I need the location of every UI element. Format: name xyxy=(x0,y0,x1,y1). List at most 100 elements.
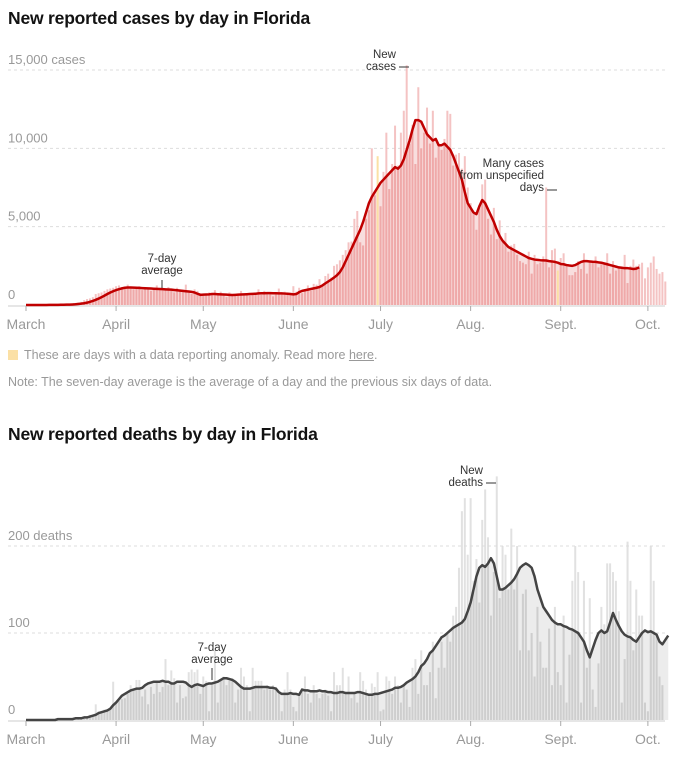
daily-bar-under-average xyxy=(553,261,556,305)
seven-day-average-line xyxy=(26,118,640,307)
daily-bar-under-average xyxy=(272,687,275,720)
daily-bar-under-average xyxy=(428,672,431,720)
average-annotation: average xyxy=(141,265,183,277)
daily-bar-under-average xyxy=(318,698,321,720)
daily-bar-under-average xyxy=(370,196,373,305)
daily-bar-under-average xyxy=(582,641,585,720)
daily-bar-under-average xyxy=(135,688,138,720)
x-tick-label: June xyxy=(278,731,309,747)
daily-bar-under-average xyxy=(455,626,458,720)
daily-bar-under-average xyxy=(112,705,115,720)
daily-bar xyxy=(652,256,655,305)
daily-bar-under-average xyxy=(210,685,213,720)
average-annotation: 7-day xyxy=(198,642,227,654)
daily-bar xyxy=(463,498,466,720)
read-more-link[interactable]: here xyxy=(348,348,374,362)
daily-bar-under-average xyxy=(272,296,275,305)
daily-bar-under-average xyxy=(208,711,211,720)
daily-bar-under-average xyxy=(635,268,638,305)
daily-bar-under-average xyxy=(94,714,97,720)
daily-bar-under-average xyxy=(213,682,216,720)
daily-bar-under-average xyxy=(574,631,577,720)
daily-bar-under-average xyxy=(626,636,629,720)
daily-bar-under-average xyxy=(152,289,155,305)
daily-bar xyxy=(658,273,661,305)
daily-bar-under-average xyxy=(373,195,376,305)
daily-bar-under-average xyxy=(446,146,449,305)
daily-bar-under-average xyxy=(376,693,379,720)
daily-bar-under-average xyxy=(565,702,568,720)
daily-bar-under-average xyxy=(216,294,219,305)
daily-bar-under-average xyxy=(254,293,257,305)
daily-bar-under-average xyxy=(643,702,646,720)
daily-bar-under-average xyxy=(359,692,362,720)
x-tick-label: June xyxy=(278,316,309,332)
daily-bar-under-average xyxy=(240,294,243,305)
daily-bar-under-average xyxy=(603,633,606,720)
daily-bar-under-average xyxy=(382,179,385,305)
daily-bar-under-average xyxy=(420,148,423,305)
y-tick-label: 100 xyxy=(8,615,30,630)
daily-bar-under-average xyxy=(423,685,426,720)
daily-bar-under-average xyxy=(443,667,446,720)
daily-bar-under-average xyxy=(109,709,112,720)
daily-bar xyxy=(626,541,629,720)
daily-bar-under-average xyxy=(330,711,333,720)
daily-bar-under-average xyxy=(469,207,472,305)
daily-bar-under-average xyxy=(315,287,318,305)
daily-bar-under-average xyxy=(117,700,120,720)
daily-bar-under-average xyxy=(402,685,405,720)
y-tick-label: 10,000 xyxy=(8,130,48,145)
daily-bar-under-average xyxy=(359,242,362,305)
daily-bar-under-average xyxy=(176,290,179,305)
daily-bar-under-average xyxy=(184,291,187,305)
daily-bar-under-average xyxy=(365,693,368,720)
daily-bar-under-average xyxy=(649,631,652,720)
daily-bar-under-average xyxy=(574,272,577,305)
daily-bar-under-average xyxy=(475,229,478,305)
daily-bar-under-average xyxy=(301,689,304,720)
daily-bar-under-average xyxy=(312,288,315,305)
daily-bar-under-average xyxy=(379,206,382,305)
daily-bar-under-average xyxy=(391,693,394,720)
daily-bar-under-average xyxy=(295,711,298,720)
daily-bar-under-average xyxy=(539,641,542,720)
daily-bar-under-average xyxy=(524,264,527,305)
daily-bar-under-average xyxy=(164,289,167,305)
anomaly-annotation: from unspecified xyxy=(460,170,544,182)
daily-bar-under-average xyxy=(391,170,394,305)
daily-bar-under-average xyxy=(399,165,402,305)
daily-bar-under-average xyxy=(658,676,661,720)
daily-bar-under-average xyxy=(527,650,530,720)
daily-bar-under-average xyxy=(216,702,219,720)
daily-bar-under-average xyxy=(484,203,487,305)
daily-bar-under-average xyxy=(600,630,603,720)
daily-bar-under-average xyxy=(362,245,365,305)
daily-bar-under-average xyxy=(617,267,620,305)
daily-bar-under-average xyxy=(303,690,306,720)
daily-bar-under-average xyxy=(481,200,484,305)
daily-bar-under-average xyxy=(292,706,295,720)
daily-bar-under-average xyxy=(315,693,318,720)
daily-bar-under-average xyxy=(318,286,321,305)
daily-bar-under-average xyxy=(199,693,202,720)
daily-bar-under-average xyxy=(289,693,292,720)
daily-bar-under-average xyxy=(219,294,222,305)
daily-bar-under-average xyxy=(335,693,338,720)
daily-bar-under-average xyxy=(440,149,443,305)
x-tick-label: May xyxy=(190,731,216,747)
daily-bar-under-average xyxy=(612,612,615,720)
daily-bar-under-average xyxy=(434,157,437,305)
daily-bar-under-average xyxy=(283,693,286,720)
x-tick-label: Oct. xyxy=(635,731,661,747)
daily-bar-under-average xyxy=(324,283,327,305)
daily-bar-under-average xyxy=(600,264,603,305)
legend-period: . xyxy=(373,348,378,362)
daily-bar xyxy=(661,272,664,305)
daily-bar-under-average xyxy=(394,687,397,720)
daily-bar-under-average xyxy=(452,165,455,305)
daily-bar-under-average xyxy=(623,659,626,720)
daily-bar-under-average xyxy=(260,686,263,720)
daily-bar-under-average xyxy=(190,294,193,305)
daily-bar-under-average xyxy=(580,702,583,720)
